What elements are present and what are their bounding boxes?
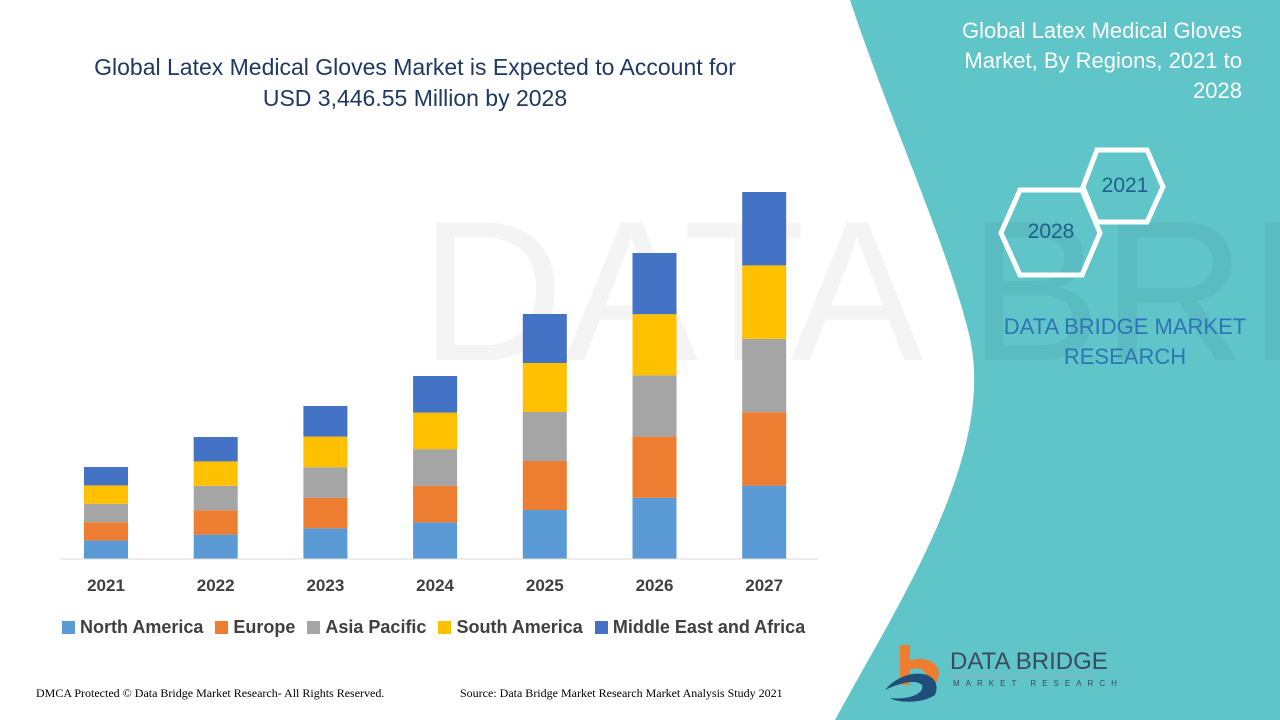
bar-2024-europe <box>413 485 458 523</box>
side-title: Global Latex Medical Gloves Market, By R… <box>961 18 1242 103</box>
bar-2024-north-america <box>413 522 458 559</box>
bar-2025-north-america <box>522 510 567 559</box>
chart-legend: North America Europe Asia Pacific South Ame… <box>62 617 805 638</box>
bar-2024-asia-pacific <box>413 449 458 486</box>
bar-2023-north-america <box>303 528 348 559</box>
legend-label: Middle East and Africa <box>612 617 806 637</box>
x-tick-label-2021: 2021 <box>87 576 125 595</box>
teal-side-panel <box>835 0 1280 720</box>
x-tick-label-2022: 2022 <box>196 576 235 595</box>
hex-label-2021: 2021 <box>1101 174 1149 197</box>
legend-item: Middle East and Africa <box>594 617 806 638</box>
legend-item: Asia Pacific <box>307 617 426 638</box>
legend-item: South America <box>438 617 583 638</box>
bar-2026-north-america <box>632 497 677 559</box>
chart-title-line-1: Global Latex Medical Gloves Market is Ex… <box>94 54 736 80</box>
bar-2022-south-america <box>193 461 238 486</box>
bar-2023-europe <box>303 497 348 529</box>
bar-2027-south-america <box>742 265 787 339</box>
legend-label: Asia Pacific <box>325 617 427 637</box>
bar-2023-asia-pacific <box>303 467 348 498</box>
bar-2021-europe <box>84 522 128 541</box>
x-tick-label-2023: 2023 <box>306 576 345 595</box>
bars-group <box>84 192 787 559</box>
footer-source: Source: Data Bridge Market Research Mark… <box>460 686 783 700</box>
legend-label: Europe <box>233 617 296 637</box>
legend-item: Europe <box>215 617 295 638</box>
bar-2027-asia-pacific <box>742 338 787 413</box>
x-tick-label-2024: 2024 <box>416 576 454 595</box>
hex-label-2028: 2028 <box>1027 220 1075 243</box>
legend-swatch <box>438 621 452 634</box>
bar-2025-south-america <box>522 363 567 412</box>
data-bridge-logo-icon <box>885 645 939 702</box>
brand-text: DATA BRIDGE MARKET RESEARCH <box>1003 314 1247 369</box>
bar-2026-south-america <box>632 314 677 376</box>
bar-2025-asia-pacific <box>522 412 567 461</box>
bar-2027-europe <box>742 412 787 486</box>
chart-title-line-2: USD 3,446.55 Million by 2028 <box>262 85 568 111</box>
bar-2021-south-america <box>84 485 128 504</box>
legend-swatch <box>307 621 321 634</box>
bar-2024-middle-east-and-africa <box>413 376 458 413</box>
legend-label: North America <box>80 617 204 637</box>
x-tick-label-2026: 2026 <box>635 576 674 595</box>
bar-2026-europe <box>632 436 677 498</box>
bar-2027-middle-east-and-africa <box>742 192 787 266</box>
bar-2027-north-america <box>742 485 787 559</box>
hexagon-2028-icon <box>998 187 1103 278</box>
bar-2021-north-america <box>84 540 128 559</box>
bar-2024-south-america <box>413 412 458 450</box>
x-tick-label-2027: 2027 <box>745 576 784 595</box>
legend-label: South America <box>456 617 583 637</box>
bar-2023-south-america <box>303 436 348 468</box>
bar-2022-europe <box>193 510 238 535</box>
hexagon-2021-icon <box>1080 147 1166 225</box>
bar-2022-north-america <box>193 534 238 559</box>
legend-swatch <box>594 621 608 634</box>
bar-2022-middle-east-and-africa <box>193 437 238 462</box>
x-tick-label-2025: 2025 <box>525 576 564 595</box>
legend-item: North America <box>62 617 203 638</box>
bar-2026-middle-east-and-africa <box>632 253 677 315</box>
bar-2021-middle-east-and-africa <box>84 467 128 486</box>
logo-subtitle: MARKET RESEARCH <box>953 679 1123 688</box>
bar-2025-europe <box>522 461 567 510</box>
bar-2025-middle-east-and-africa <box>522 314 567 363</box>
bar-2023-middle-east-and-africa <box>303 406 348 437</box>
legend-swatch <box>62 621 75 634</box>
legend-swatch <box>215 621 229 634</box>
bar-2026-asia-pacific <box>632 375 677 437</box>
chart-title: Global Latex Medical Gloves Market is Ex… <box>40 52 790 114</box>
footer-copyright: DMCA Protected © Data Bridge Market Rese… <box>36 686 385 700</box>
logo-name: DATA BRIDGE <box>950 648 1108 675</box>
bar-2022-asia-pacific <box>193 485 238 511</box>
bar-2021-asia-pacific <box>84 503 128 523</box>
